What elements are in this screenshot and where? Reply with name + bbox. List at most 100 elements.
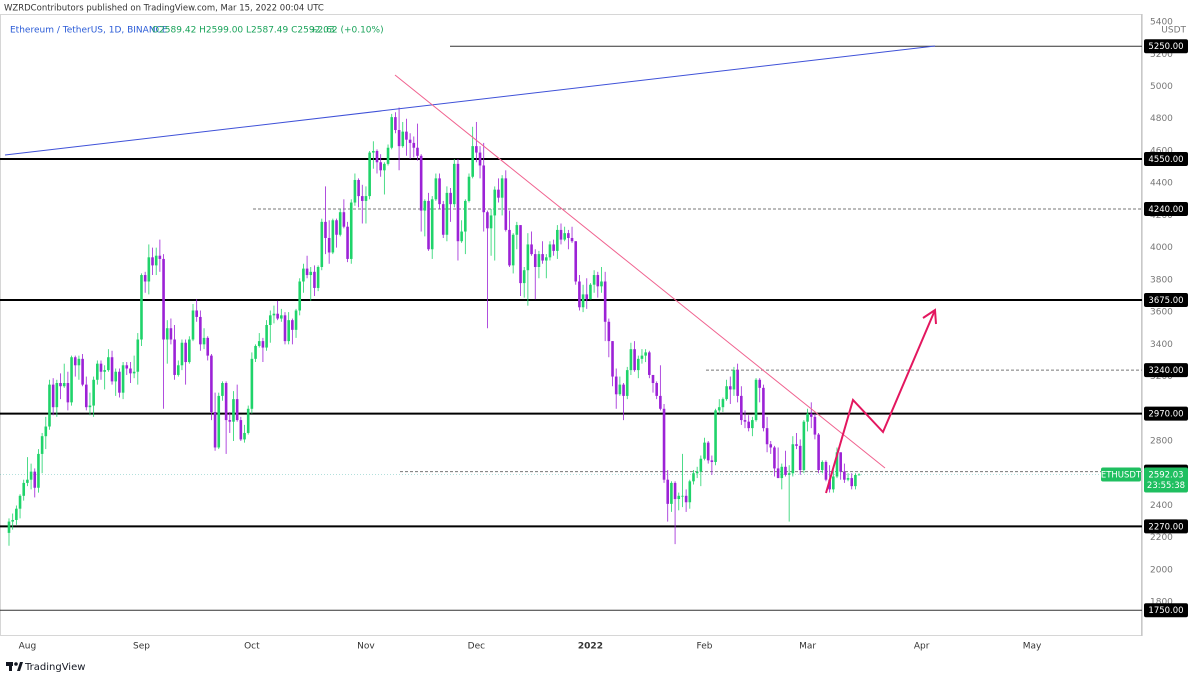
candle-body	[246, 408, 250, 433]
y-tick-label: 3600	[1150, 308, 1173, 318]
candle-body	[188, 339, 191, 363]
price-badge	[1144, 467, 1188, 493]
candle-body	[500, 178, 504, 198]
candle-body	[736, 370, 739, 396]
candle-body	[121, 365, 125, 393]
candle-body	[486, 212, 489, 229]
countdown-label: 23:55:38	[1147, 481, 1185, 491]
candle-body	[430, 199, 434, 250]
candle-body	[280, 315, 283, 319]
candle-body	[710, 460, 714, 462]
candle-body	[511, 234, 515, 266]
candle-body	[717, 407, 721, 411]
level-badge	[1144, 39, 1188, 54]
candle-body	[96, 363, 99, 380]
candle-body	[81, 358, 84, 385]
candle-body	[390, 117, 394, 148]
candle-body	[578, 281, 581, 308]
candle-body	[482, 165, 486, 213]
candle-body	[77, 358, 81, 366]
candle-body	[677, 495, 681, 500]
candle-body	[11, 519, 14, 522]
level-label: 5250.00	[1148, 42, 1183, 52]
candle-body	[261, 341, 265, 348]
logo-mark	[6, 662, 13, 666]
candle-body	[232, 399, 235, 422]
candle-body	[725, 386, 728, 400]
candle-body	[283, 315, 287, 342]
candle-body	[412, 142, 416, 148]
candle-body	[751, 420, 754, 429]
candle-body	[585, 294, 589, 300]
candle-body	[662, 408, 666, 480]
candle-body	[427, 200, 430, 250]
candle-body	[110, 357, 114, 382]
candle-body	[460, 231, 463, 242]
candle-body	[625, 370, 629, 396]
logo-mark	[9, 666, 12, 671]
candle-body	[206, 337, 210, 356]
y-tick-label: 4000	[1150, 243, 1173, 253]
candle-body	[526, 244, 530, 271]
candle-body	[743, 420, 747, 422]
candle-body	[467, 176, 471, 201]
candle-body	[180, 342, 184, 366]
candle-body	[681, 495, 684, 497]
level-badge	[1144, 201, 1188, 216]
candle-body	[419, 155, 423, 211]
level-badge	[1144, 363, 1188, 378]
candle-body	[846, 478, 850, 480]
candle-body	[714, 410, 717, 462]
candle-body	[298, 281, 302, 311]
candle-body	[349, 202, 353, 259]
candle-body	[629, 349, 633, 371]
candle-body	[143, 275, 147, 282]
candle-body	[309, 271, 313, 276]
level-label: 4550.00	[1148, 155, 1183, 165]
change: +2.62 (+0.10%)	[310, 26, 384, 36]
x-tick-label: Nov	[357, 642, 375, 652]
candle-body	[497, 189, 500, 198]
level-label: 2270.00	[1148, 522, 1183, 532]
candle-body	[854, 474, 857, 487]
candle-body	[268, 315, 272, 325]
candle-body	[224, 383, 228, 421]
candle-body	[70, 357, 73, 403]
candle-body	[235, 399, 239, 421]
candle-body	[213, 412, 217, 448]
candle-body	[66, 383, 70, 403]
candle-body	[320, 221, 324, 267]
x-tick-label: Oct	[244, 642, 260, 652]
candle-body	[184, 342, 187, 363]
candle-body	[556, 229, 559, 251]
level-badge	[1144, 406, 1188, 421]
candle-body	[784, 466, 787, 475]
candle-body	[99, 363, 103, 372]
candle-body	[169, 328, 173, 340]
candle-body	[747, 421, 750, 429]
candle-body	[703, 442, 706, 459]
candle-body	[441, 204, 445, 235]
symbol: Ethereum / TetherUS, 1D, BINANCE	[10, 26, 168, 36]
y-tick-label: 4800	[1150, 114, 1173, 124]
candle-body	[780, 466, 784, 479]
candle-body	[338, 212, 342, 235]
candle-body	[795, 444, 798, 446]
y-tick-label: 1800	[1150, 598, 1173, 608]
brand: TradingView	[24, 662, 85, 673]
level-badge	[1144, 293, 1188, 308]
candle-body	[769, 444, 773, 448]
trendline	[4, 45, 936, 156]
candle-body	[73, 357, 77, 366]
candle-body	[832, 476, 835, 490]
candle-body	[552, 244, 555, 251]
candle-body	[302, 268, 305, 282]
projection-arrowhead	[922, 308, 937, 325]
candle-body	[405, 131, 408, 140]
candle-body	[740, 395, 743, 421]
candle-body	[857, 474, 861, 476]
candle-body	[622, 384, 625, 396]
candle-body	[563, 233, 566, 240]
candle-body	[489, 215, 493, 229]
